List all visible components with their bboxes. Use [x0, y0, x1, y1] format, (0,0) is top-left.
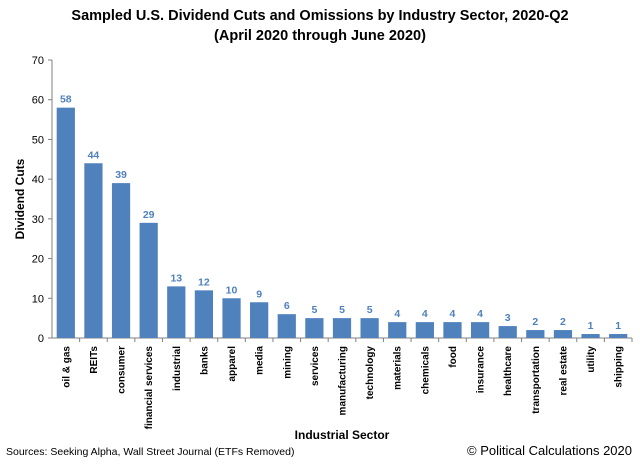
data-label: 5	[311, 304, 317, 316]
category-label: real estate	[558, 346, 569, 396]
category-label: technology	[365, 346, 376, 400]
data-label: 5	[367, 304, 373, 316]
chart-title-block: Sampled U.S. Dividend Cuts and Omissions…	[0, 6, 640, 46]
bar	[609, 334, 628, 338]
category-label: services	[310, 346, 321, 386]
data-label: 5	[339, 304, 345, 316]
category-label: financial services	[144, 346, 155, 430]
data-label: 2	[532, 316, 538, 328]
y-tick-label: 30	[32, 214, 44, 226]
bar	[167, 286, 186, 338]
bar	[526, 330, 545, 338]
y-tick-label: 40	[32, 174, 44, 186]
data-label: 4	[450, 308, 456, 320]
category-label: industrial	[172, 346, 183, 391]
data-label: 10	[226, 284, 238, 296]
x-axis-title: Industrial Sector	[295, 428, 390, 442]
category-label: consumer	[117, 346, 128, 394]
bar	[332, 318, 352, 338]
bar	[443, 322, 462, 338]
source-note: Sources: Seeking Alpha, Wall Street Jour…	[6, 446, 295, 458]
bar	[581, 334, 600, 338]
bar	[360, 318, 379, 338]
y-tick-label: 10	[32, 293, 44, 305]
data-label: 44	[88, 149, 100, 161]
bar	[277, 314, 296, 338]
bar	[305, 318, 324, 338]
data-label: 39	[115, 169, 127, 181]
data-label: 13	[170, 272, 182, 284]
bar	[415, 322, 434, 338]
category-label: shipping	[614, 346, 625, 388]
y-tick-label: 20	[32, 254, 44, 266]
category-label: utility	[586, 346, 597, 373]
bar	[56, 107, 75, 339]
bar	[498, 326, 517, 338]
bar	[222, 298, 241, 338]
bar	[470, 322, 490, 338]
data-label: 1	[588, 320, 594, 332]
category-label: materials	[393, 346, 404, 390]
data-label: 1	[615, 320, 621, 332]
category-label: insurance	[476, 346, 487, 394]
y-axis-title: Dividend Cuts	[13, 158, 27, 239]
data-label: 4	[477, 308, 483, 320]
data-label: 3	[505, 312, 511, 324]
chart-title: Sampled U.S. Dividend Cuts and Omissions…	[71, 8, 569, 24]
category-label: media	[255, 346, 266, 375]
category-label: apparel	[227, 346, 238, 382]
bar	[250, 302, 269, 338]
bar	[553, 330, 573, 338]
data-label: 58	[60, 94, 72, 106]
category-label: REITs	[89, 346, 100, 374]
category-label: oil & gas	[61, 346, 72, 388]
bar	[139, 222, 158, 338]
category-label: transportation	[531, 346, 542, 414]
bar	[111, 183, 131, 338]
copyright-note: © Political Calculations 2020	[467, 443, 632, 458]
y-tick-label: 0	[38, 333, 44, 345]
y-tick-label: 70	[32, 55, 44, 67]
category-label: chemicals	[420, 346, 431, 395]
bar	[388, 322, 407, 338]
data-label: 4	[394, 308, 400, 320]
bar	[194, 290, 214, 338]
category-label: food	[448, 346, 459, 368]
data-label: 4	[422, 308, 428, 320]
data-label: 6	[284, 300, 290, 312]
category-label: healthcare	[503, 346, 514, 396]
y-tick-label: 50	[32, 134, 44, 146]
category-label: banks	[199, 346, 210, 375]
chart-subtitle: (April 2020 through June 2020)	[214, 28, 426, 44]
bar	[84, 163, 103, 338]
data-label: 12	[198, 276, 210, 288]
y-tick-label: 60	[32, 95, 44, 107]
data-label: 29	[143, 209, 155, 221]
data-label: 2	[560, 316, 566, 328]
category-label: manufacturing	[338, 346, 349, 415]
data-label: 9	[256, 288, 262, 300]
category-label: mining	[282, 346, 293, 379]
